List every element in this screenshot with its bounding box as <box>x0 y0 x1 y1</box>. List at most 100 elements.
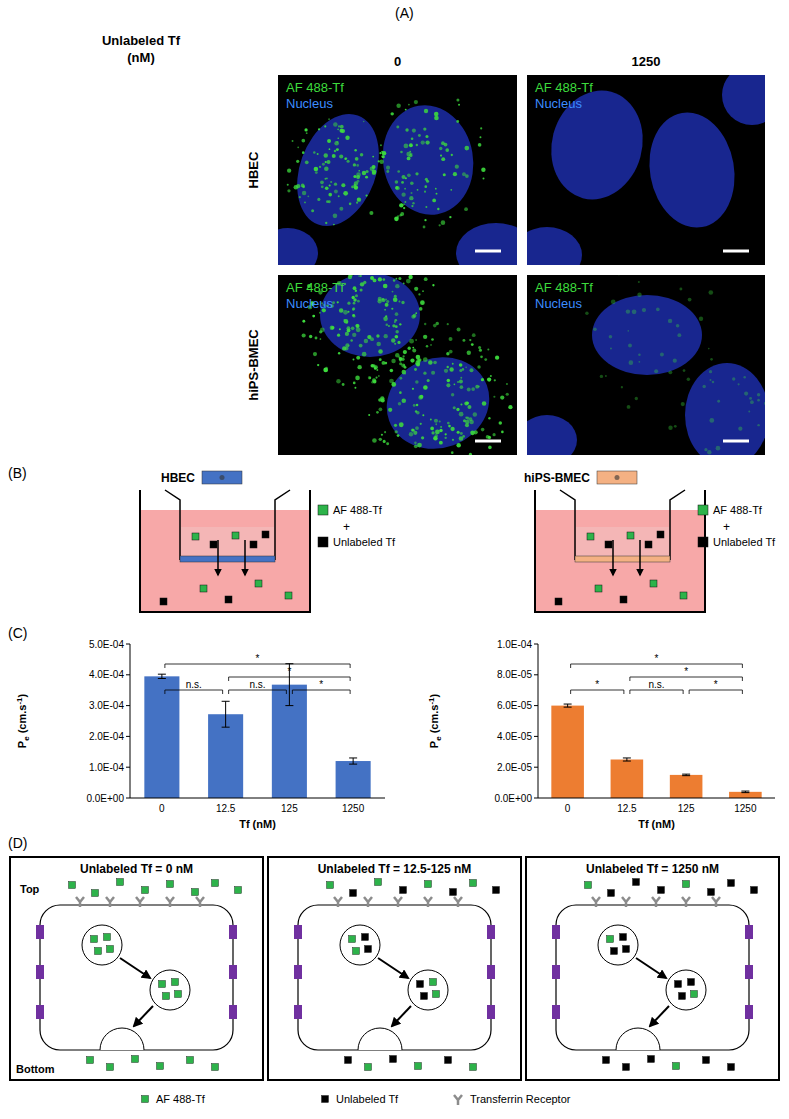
fluorescence-dot <box>384 431 386 433</box>
fluorescence-dot <box>350 339 352 341</box>
fluorescence-dot <box>416 355 421 360</box>
fluorescence-dot <box>347 302 350 305</box>
fluorescence-dot <box>448 425 451 428</box>
membrane <box>180 556 275 562</box>
fluorescence-dot <box>500 395 504 399</box>
unlabeled-tf <box>322 1096 329 1103</box>
fluorescence-dot <box>395 335 399 339</box>
fluorescence-dot <box>358 170 360 172</box>
labeled-tf <box>163 993 170 1000</box>
legend-label: AF 488-Tf <box>156 1093 206 1105</box>
fluorescence-dot <box>379 408 383 412</box>
fluorescence-dot <box>379 160 384 165</box>
unlabeled-tf <box>225 596 232 603</box>
fluorescence-dot <box>324 125 326 127</box>
fluorescence-dot <box>391 382 396 387</box>
fluorescence-dot <box>676 324 680 328</box>
fluorescence-dot <box>363 121 365 123</box>
unlabeled-tf <box>450 889 457 896</box>
fluorescence-dot <box>324 166 329 171</box>
x-axis <box>130 798 385 799</box>
panel-label: (A) <box>395 5 414 21</box>
fluorescence-dot <box>456 98 459 101</box>
fluorescence-dot <box>334 190 338 194</box>
unlabeled-tf <box>210 541 217 548</box>
fluorescence-dot <box>709 418 714 423</box>
chart: 0.0E+001.0E-042.0E-043.0E-044.0E-045.0E-… <box>15 639 385 831</box>
fluorescence-dot <box>336 148 339 151</box>
figure: (A)Unlabeled Tf(nM)01250HBEChiPS-BMECAF … <box>0 0 789 1119</box>
labeled-tf <box>650 580 657 587</box>
fluorescence-dot <box>301 184 305 188</box>
labeled-tf <box>91 936 98 943</box>
bar <box>611 760 644 799</box>
fluorescence-dot <box>424 109 428 113</box>
vesicle <box>408 970 448 1010</box>
tight-junction <box>745 965 753 979</box>
fluorescence-dot <box>430 419 432 421</box>
fluorescence-dot <box>418 293 420 295</box>
fluorescence-dot <box>338 352 340 354</box>
tight-junction <box>294 1005 302 1019</box>
fluorescence-dot <box>360 275 362 277</box>
fluorescence-dot <box>432 199 436 203</box>
fluorescence-dot <box>457 328 461 332</box>
significance-label: * <box>256 653 260 664</box>
bar <box>144 676 179 798</box>
fluorescence-dot <box>345 157 347 159</box>
arrow <box>639 540 641 575</box>
fluorescence-dot <box>416 362 420 366</box>
fluorescence-dot <box>315 337 318 340</box>
channel-label: AF 488-Tf <box>535 80 593 95</box>
fluorescence-dot <box>401 193 405 197</box>
y-tick <box>534 798 538 799</box>
unlabeled-tf <box>555 598 562 605</box>
fluorescence-dot <box>317 153 319 155</box>
fluorescence-dot <box>738 383 740 385</box>
channel-label: Nucleus <box>286 96 333 111</box>
receptor <box>76 897 84 907</box>
fluorescence-dot <box>488 436 491 439</box>
fluorescence-dot <box>354 387 356 389</box>
fluorescence-dot <box>611 299 616 304</box>
fluorescence-dot <box>431 371 435 375</box>
fluorescence-dot <box>398 277 401 280</box>
fluorescence-dot <box>333 224 335 226</box>
fluorescence-dot <box>352 314 355 317</box>
significance-label: n.s. <box>186 679 202 690</box>
fluorescence-dot <box>481 378 484 381</box>
receptor <box>682 897 690 907</box>
labeled-tf <box>595 585 602 592</box>
fluorescence-dot <box>394 321 396 323</box>
fluorescence-dot <box>320 338 322 340</box>
receptor <box>106 897 114 907</box>
fluorescence-dot <box>457 431 460 434</box>
fluorescence-dot <box>381 151 383 153</box>
fluorescence-dot <box>304 128 307 131</box>
fluorescence-dot <box>355 376 360 381</box>
fluorescence-dot <box>326 200 329 203</box>
fluorescence-dot <box>408 104 410 106</box>
fluorescence-dot <box>339 308 344 313</box>
y-axis <box>130 644 131 798</box>
fluorescence-dot <box>481 168 485 172</box>
fluorescence-dot <box>338 125 340 127</box>
fluorescence-dot <box>460 432 463 435</box>
fluorescence-dot <box>395 430 398 433</box>
fluorescence-dot <box>451 393 454 396</box>
nucleus <box>374 98 482 222</box>
fluorescence-dot <box>456 408 459 411</box>
fluorescence-dot <box>467 405 471 409</box>
fluorescence-dot <box>422 414 424 416</box>
unlabeled-tf <box>250 541 257 548</box>
fluorescence-dot <box>376 369 378 371</box>
fluorescence-dot <box>458 104 460 106</box>
chart: 0.0E+002.0E-054.0E-056.0E-058.0E-051.0E-… <box>427 639 775 831</box>
cell-type: HBEC <box>161 471 195 485</box>
fluorescence-dot <box>378 277 382 281</box>
fluorescence-dot <box>479 349 482 352</box>
fluorescence-dot <box>328 118 330 120</box>
fluorescence-dot <box>593 327 597 331</box>
fluorescence-dot <box>457 381 459 383</box>
fluorescence-dot <box>412 202 414 204</box>
